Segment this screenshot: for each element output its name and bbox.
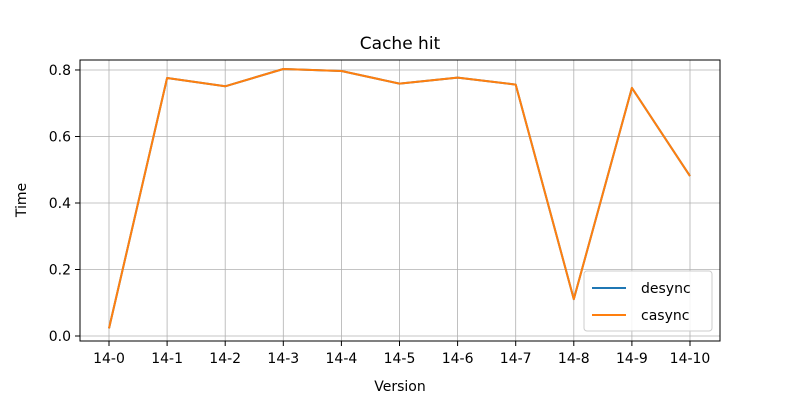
x-tick-label: 14-7: [500, 351, 532, 367]
x-axis-title: Version: [374, 379, 425, 395]
x-tick-label: 14-1: [151, 351, 183, 367]
x-tick-label: 14-5: [384, 351, 416, 367]
y-axis-title: Time: [14, 183, 30, 218]
y-axis-ticks: 0.0 0.2 0.4 0.6 0.8: [49, 63, 80, 345]
legend-label-desync: desync: [641, 281, 691, 297]
y-tick-label: 0.0: [49, 329, 71, 345]
y-tick-label: 0.4: [49, 196, 71, 212]
x-tick-label: 14-10: [670, 351, 711, 367]
x-tick-label: 14-8: [558, 351, 590, 367]
gridlines: [80, 60, 720, 341]
y-tick-label: 0.8: [49, 63, 71, 79]
x-tick-label: 14-0: [93, 351, 125, 367]
x-axis-ticks: 14-0 14-1 14-2 14-3 14-4 14-5 14-6 14-7 14-8 14-9…: [93, 341, 710, 367]
x-tick-label: 14-6: [442, 351, 474, 367]
series-lines: [108, 68, 691, 329]
legend-label-casync: casync: [641, 308, 689, 324]
x-tick-label: 14-4: [326, 351, 358, 367]
x-tick-label: 14-3: [267, 351, 299, 367]
x-tick-label: 14-9: [616, 351, 648, 367]
series-line-casync: [108, 68, 691, 329]
x-tick-label: 14-2: [209, 351, 241, 367]
legend: desync casync: [583, 270, 713, 332]
chart-title: Cache hit: [360, 34, 441, 54]
y-tick-label: 0.2: [49, 263, 71, 279]
y-tick-label: 0.6: [49, 129, 71, 145]
